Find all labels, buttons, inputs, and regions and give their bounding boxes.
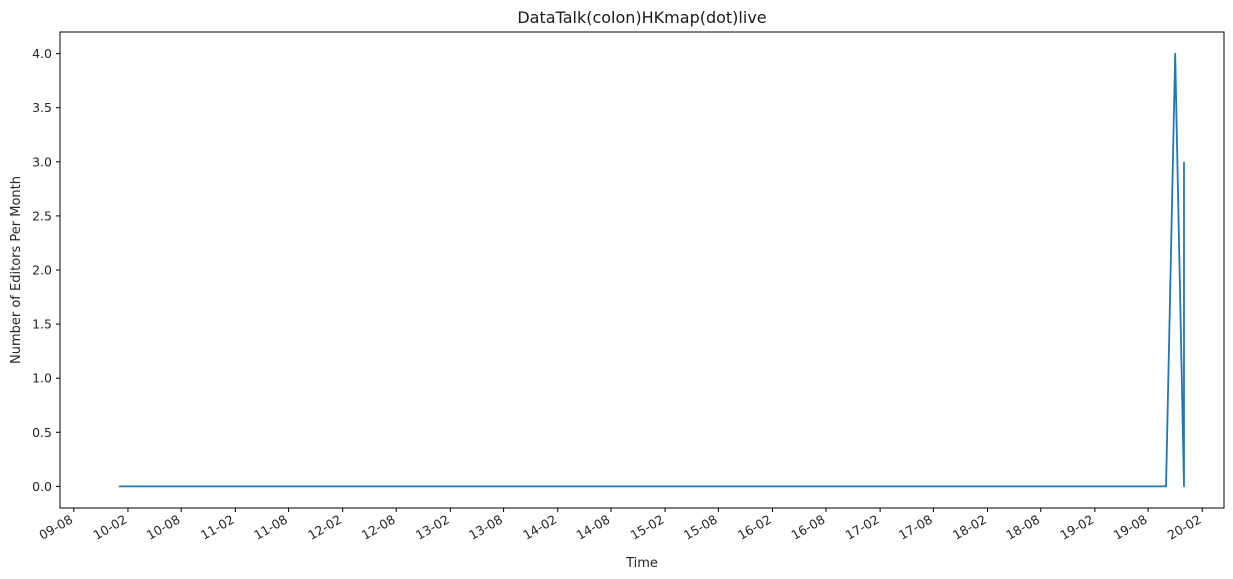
y-axis: 0.0 0.5 1.0 1.5 2.0 2.5 3.0 3.5 4.0 <box>32 46 60 494</box>
y-tick-label: 3.0 <box>32 154 52 169</box>
chart-title: DataTalk(colon)HKmap(dot)live <box>517 8 766 27</box>
x-tick-label: 19-08 <box>1111 512 1150 543</box>
x-tick-label: 13-02 <box>413 512 452 543</box>
x-tick-label: 16-08 <box>789 512 828 543</box>
y-tick-label: 0.5 <box>32 425 52 440</box>
y-tick-label: 1.5 <box>32 317 52 332</box>
x-tick-label: 09-08 <box>36 512 75 543</box>
x-tick-label: 20-02 <box>1165 512 1204 543</box>
x-tick-label: 16-02 <box>735 512 774 543</box>
x-tick-label: 18-08 <box>1003 512 1042 543</box>
series-line <box>118 52 1185 488</box>
x-tick-label: 13-08 <box>466 512 505 543</box>
x-tick-label: 19-02 <box>1057 512 1096 543</box>
x-tick-label: 10-02 <box>90 512 129 543</box>
x-axis: 09-08 10-02 10-08 11-02 11-08 12-02 12-08 13-02… <box>36 508 1204 543</box>
y-tick-label: 4.0 <box>32 46 52 61</box>
x-tick-label: 11-08 <box>251 512 290 543</box>
y-tick-label: 1.0 <box>32 371 52 386</box>
y-axis-label: Number of Editors Per Month <box>9 176 24 364</box>
y-tick-label: 3.5 <box>32 100 52 115</box>
x-tick-label: 14-08 <box>574 512 613 543</box>
x-tick-label: 15-08 <box>681 512 720 543</box>
x-tick-label: 17-02 <box>843 512 882 543</box>
y-tick-label: 0.0 <box>32 479 52 494</box>
x-tick-label: 10-08 <box>144 512 183 543</box>
plot-frame <box>59 31 1225 509</box>
x-tick-label: 15-02 <box>628 512 667 543</box>
x-axis-label: Time <box>625 556 658 571</box>
x-tick-label: 12-02 <box>305 512 344 543</box>
plot-area <box>59 31 1225 509</box>
y-tick-label: 2.0 <box>32 263 52 278</box>
y-tick-label: 2.5 <box>32 208 52 223</box>
x-tick-label: 17-08 <box>896 512 935 543</box>
x-tick-label: 18-02 <box>950 512 989 543</box>
x-tick-label: 14-02 <box>520 512 559 543</box>
x-tick-label: 11-02 <box>198 512 237 543</box>
x-tick-label: 12-08 <box>359 512 398 543</box>
